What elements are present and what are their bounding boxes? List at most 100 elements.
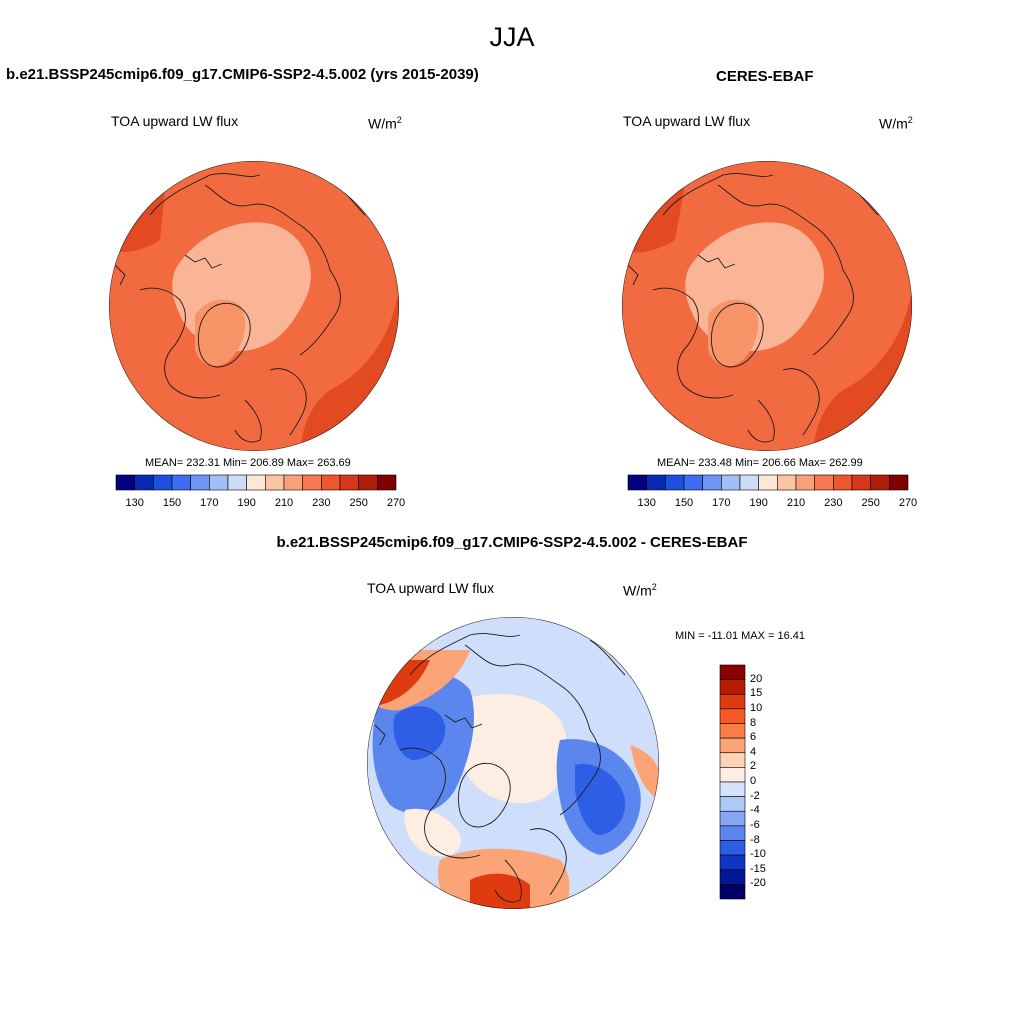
colorbar-tick-label: 10 (750, 701, 763, 714)
obs-panel-title: CERES-EBAF (716, 68, 814, 85)
model-colorbar (115, 474, 397, 491)
colorbar-tick-label: 0 (750, 775, 757, 787)
colorbar-tick-label: 170 (200, 497, 219, 509)
colorbar-swatch (721, 474, 741, 491)
colorbar-swatch (851, 474, 871, 491)
colorbar-tick-label: 150 (674, 497, 694, 509)
model-panel-title: b.e21.BSSP245cmip6.f09_g17.CMIP6-SSP2-4.… (6, 66, 479, 83)
colorbar-swatch (627, 474, 647, 491)
colorbar-swatch (719, 781, 746, 797)
colorbar-swatch (246, 474, 266, 491)
colorbar-swatch (321, 474, 341, 491)
colorbar-tick-label: -10 (750, 848, 766, 861)
colorbar-tick-label: 250 (349, 497, 368, 509)
colorbar-swatch (209, 474, 229, 491)
colorbar-swatch (795, 474, 815, 491)
map-fill-warm-sw (404, 808, 461, 857)
colorbar-swatch (719, 693, 746, 710)
colorbar-swatch (719, 884, 746, 900)
colorbar-swatch (719, 810, 746, 827)
difference-colorbar (719, 664, 746, 900)
colorbar-swatch (739, 474, 759, 491)
colorbar-swatch (190, 474, 210, 491)
difference-coastlines (374, 633, 626, 903)
colorbar-swatch (719, 869, 746, 885)
diff-units-label: W/m2 (623, 582, 657, 599)
colorbar-tick-label: 230 (312, 497, 331, 509)
obs-polar-map (622, 161, 912, 451)
colorbar-tick-label: -15 (750, 862, 766, 875)
season-title: JJA (489, 22, 535, 52)
map-fill-hot-s (470, 873, 530, 909)
colorbar-tick-label: 8 (750, 716, 757, 729)
colorbar-swatch (702, 474, 722, 491)
colorbar-swatch (302, 474, 322, 491)
colorbar-swatch (719, 664, 746, 680)
map-fill-mid (195, 299, 246, 367)
colorbar-swatch (134, 474, 154, 491)
map-fill-warm-e (630, 745, 659, 800)
colorbar-tick-label: 130 (125, 497, 144, 509)
colorbar-tick-label: -6 (750, 818, 760, 831)
colorbar-swatch (646, 474, 666, 491)
colorbar-swatch (719, 752, 746, 768)
colorbar-swatch (719, 679, 746, 695)
colorbar-tick-label: -20 (750, 877, 766, 890)
colorbar-tick-label: -2 (750, 789, 760, 802)
colorbar-swatch (719, 708, 746, 724)
colorbar-tick-label: 2 (750, 760, 757, 773)
colorbar-swatch (758, 474, 778, 491)
colorbar-swatch (171, 474, 191, 491)
obs-units-label: W/m2 (879, 115, 913, 132)
obs-variable-label: TOA upward LW flux (623, 113, 751, 129)
colorbar-tick-label: 270 (898, 497, 918, 509)
colorbar-tick-label: 20 (750, 672, 763, 685)
obs-stats-text: MEAN= 233.48 Min= 206.66 Max= 262.99 (657, 457, 863, 469)
colorbar-tick-label: 150 (162, 497, 182, 509)
colorbar-tick-label: 15 (750, 687, 763, 700)
colorbar-swatch (719, 854, 746, 871)
colorbar-tick-label: 210 (786, 497, 806, 509)
colorbar-swatch (777, 474, 797, 491)
colorbar-tick-label: 250 (861, 497, 880, 509)
colorbar-tick-label: 230 (824, 497, 843, 509)
colorbar-tick-label: 210 (274, 497, 294, 509)
model-units-label: W/m2 (368, 115, 402, 132)
model-stats-text: MEAN= 232.31 Min= 206.89 Max= 263.69 (145, 457, 351, 469)
colorbar-swatch (719, 723, 746, 739)
colorbar-swatch (265, 474, 285, 491)
colorbar-tick-label: 190 (237, 497, 256, 509)
colorbar-swatch (719, 840, 746, 856)
obs-colorbar (627, 474, 909, 491)
colorbar-swatch (339, 474, 359, 491)
difference-panel-title: b.e21.BSSP245cmip6.f09_g17.CMIP6-SSP2-4.… (276, 534, 748, 551)
colorbar-swatch (665, 474, 685, 491)
colorbar-swatch (719, 737, 746, 754)
colorbar-swatch (719, 825, 746, 841)
colorbar-tick-label: 4 (750, 745, 757, 758)
colorbar-swatch (833, 474, 853, 491)
model-polar-map (109, 161, 399, 451)
colorbar-swatch (719, 767, 746, 783)
colorbar-swatch (377, 474, 397, 491)
colorbar-swatch (719, 796, 746, 812)
colorbar-tick-label: -8 (750, 833, 760, 846)
colorbar-swatch (227, 474, 247, 491)
difference-polar-map (367, 617, 659, 909)
colorbar-tick-label: 170 (712, 497, 731, 509)
colorbar-swatch (683, 474, 703, 491)
colorbar-swatch (115, 474, 135, 491)
diff-variable-label: TOA upward LW flux (367, 580, 495, 596)
diff-minmax-text: MIN = -11.01 MAX = 16.41 (675, 630, 806, 642)
colorbar-tick-label: 190 (749, 497, 768, 509)
colorbar-tick-label: 130 (637, 497, 656, 509)
colorbar-tick-label: 6 (750, 731, 757, 744)
map-fill-deep-west (393, 706, 446, 760)
model-variable-label: TOA upward LW flux (111, 113, 239, 129)
colorbar-tick-label: 270 (386, 497, 406, 509)
obs-coastlines (627, 173, 879, 443)
colorbar-swatch (153, 474, 173, 491)
colorbar-swatch (870, 474, 890, 491)
colorbar-swatch (814, 474, 834, 491)
